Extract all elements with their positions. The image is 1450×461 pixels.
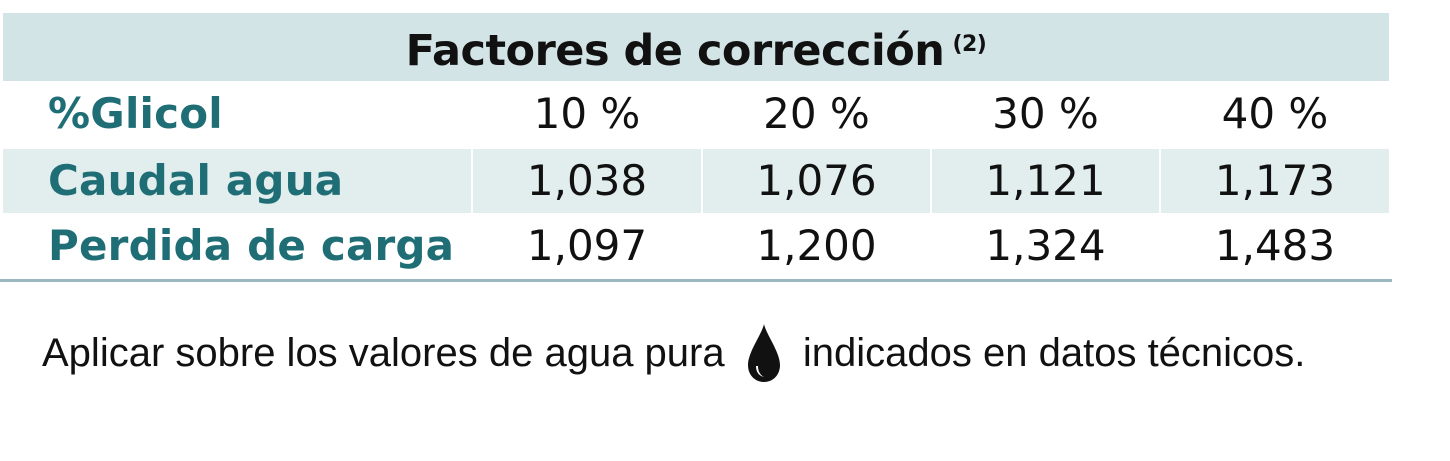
water-flow-value-30: 1,121	[932, 149, 1159, 213]
pressure-loss-value-40: 1,483	[1214, 221, 1336, 270]
water-flow-value-10: 1,038	[473, 149, 701, 213]
table-title-footnote: (2)	[952, 32, 987, 57]
footnote-text-before: Aplicar sobre los valores de agua pura	[42, 331, 725, 375]
footnote-text: Aplicar sobre los valores de agua pura i…	[42, 322, 1442, 384]
table-header-row: %Glicol 10 % 20 % 30 % 40 %	[3, 82, 1389, 146]
table-title-band: Factores de corrección (2)	[3, 13, 1389, 81]
water-drop-icon	[742, 322, 786, 384]
glycol-30-header: 30 %	[992, 89, 1099, 138]
glycol-40-header: 40 %	[1221, 89, 1329, 138]
table-row-pressure-loss: Perdida de carga 1,097 1,200 1,324 1,483	[3, 214, 1389, 278]
table-bottom-rule	[0, 279, 1392, 282]
water-flow-value-20: 1,076	[703, 149, 930, 213]
table-row-water-flow: Caudal agua 1,038 1,076 1,121 1,173	[3, 149, 1389, 213]
pressure-loss-label: Perdida de carga	[48, 221, 455, 270]
water-flow-value-40: 1,173	[1161, 149, 1389, 213]
pressure-loss-value-30: 1,324	[985, 221, 1106, 270]
glycol-10-header: 10 %	[533, 89, 641, 138]
table-title: Factores de corrección (2)	[406, 25, 987, 77]
glycol-percent-label: %Glicol	[48, 89, 223, 138]
glycol-20-header: 20 %	[763, 89, 870, 138]
water-flow-label: Caudal agua	[3, 149, 471, 213]
pressure-loss-value-20: 1,200	[756, 221, 877, 270]
footnote-text-after: indicados en datos técnicos.	[802, 331, 1306, 375]
pressure-loss-value-10: 1,097	[526, 221, 648, 270]
table-title-text: Factores de corrección	[405, 26, 945, 76]
